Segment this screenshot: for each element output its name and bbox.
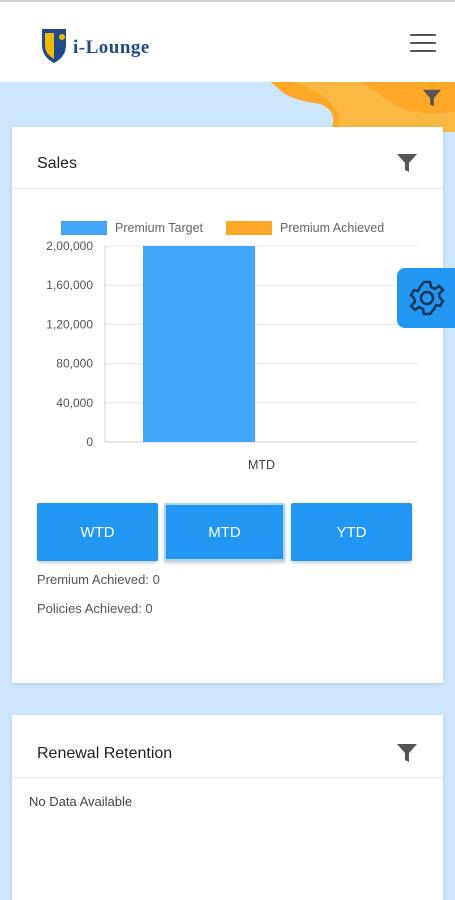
y-tick-label: 0 bbox=[86, 435, 93, 449]
y-tick-label: 1,60,000 bbox=[46, 278, 93, 292]
y-tick-label: 2,00,000 bbox=[46, 239, 93, 253]
sales-title: Sales bbox=[37, 155, 78, 172]
sales-filter-icon[interactable] bbox=[395, 151, 419, 175]
gear-icon bbox=[409, 280, 445, 316]
menu-button[interactable] bbox=[410, 32, 436, 54]
ytd-button[interactable]: YTD bbox=[291, 503, 412, 561]
logo-text: i-Lounge bbox=[73, 37, 150, 58]
bar bbox=[143, 246, 255, 442]
page-filter-icon[interactable] bbox=[421, 87, 443, 109]
renewal-filter-icon[interactable] bbox=[395, 741, 419, 765]
y-tick-label: 40,000 bbox=[56, 396, 93, 410]
hamburger-icon bbox=[410, 34, 436, 36]
wtd-button[interactable]: WTD bbox=[37, 503, 158, 561]
mtd-button[interactable]: MTD bbox=[164, 503, 285, 561]
legend-swatch bbox=[226, 221, 272, 235]
y-tick-label: 1,20,000 bbox=[46, 317, 93, 331]
legend-label: Premium Target bbox=[115, 221, 204, 235]
renewal-title: Renewal Retention bbox=[37, 745, 173, 762]
logo-shield-icon bbox=[42, 29, 66, 63]
y-tick-label: 80,000 bbox=[56, 357, 93, 371]
x-tick-label: MTD bbox=[248, 458, 275, 472]
legend-swatch bbox=[61, 221, 107, 235]
decorative-blob bbox=[270, 82, 455, 132]
app-header: i-Lounge bbox=[0, 2, 455, 82]
sales-chart: Premium Target Premium Achieved 2,00,000 1,… bbox=[46, 221, 418, 472]
renewal-card: Renewal Retention No Data Available bbox=[12, 715, 443, 900]
app-logo: i-Lounge bbox=[40, 27, 180, 67]
sales-card: Sales Premium Target Premium Achieved 2,00… bbox=[12, 127, 443, 683]
premium-achieved-text: Premium Achieved: 0 bbox=[37, 572, 160, 587]
no-data-text: No Data Available bbox=[29, 794, 133, 809]
status-line bbox=[0, 0, 455, 2]
settings-button[interactable] bbox=[397, 268, 455, 328]
legend-label: Premium Achieved bbox=[280, 221, 384, 235]
policies-achieved-text: Policies Achieved: 0 bbox=[37, 601, 153, 616]
